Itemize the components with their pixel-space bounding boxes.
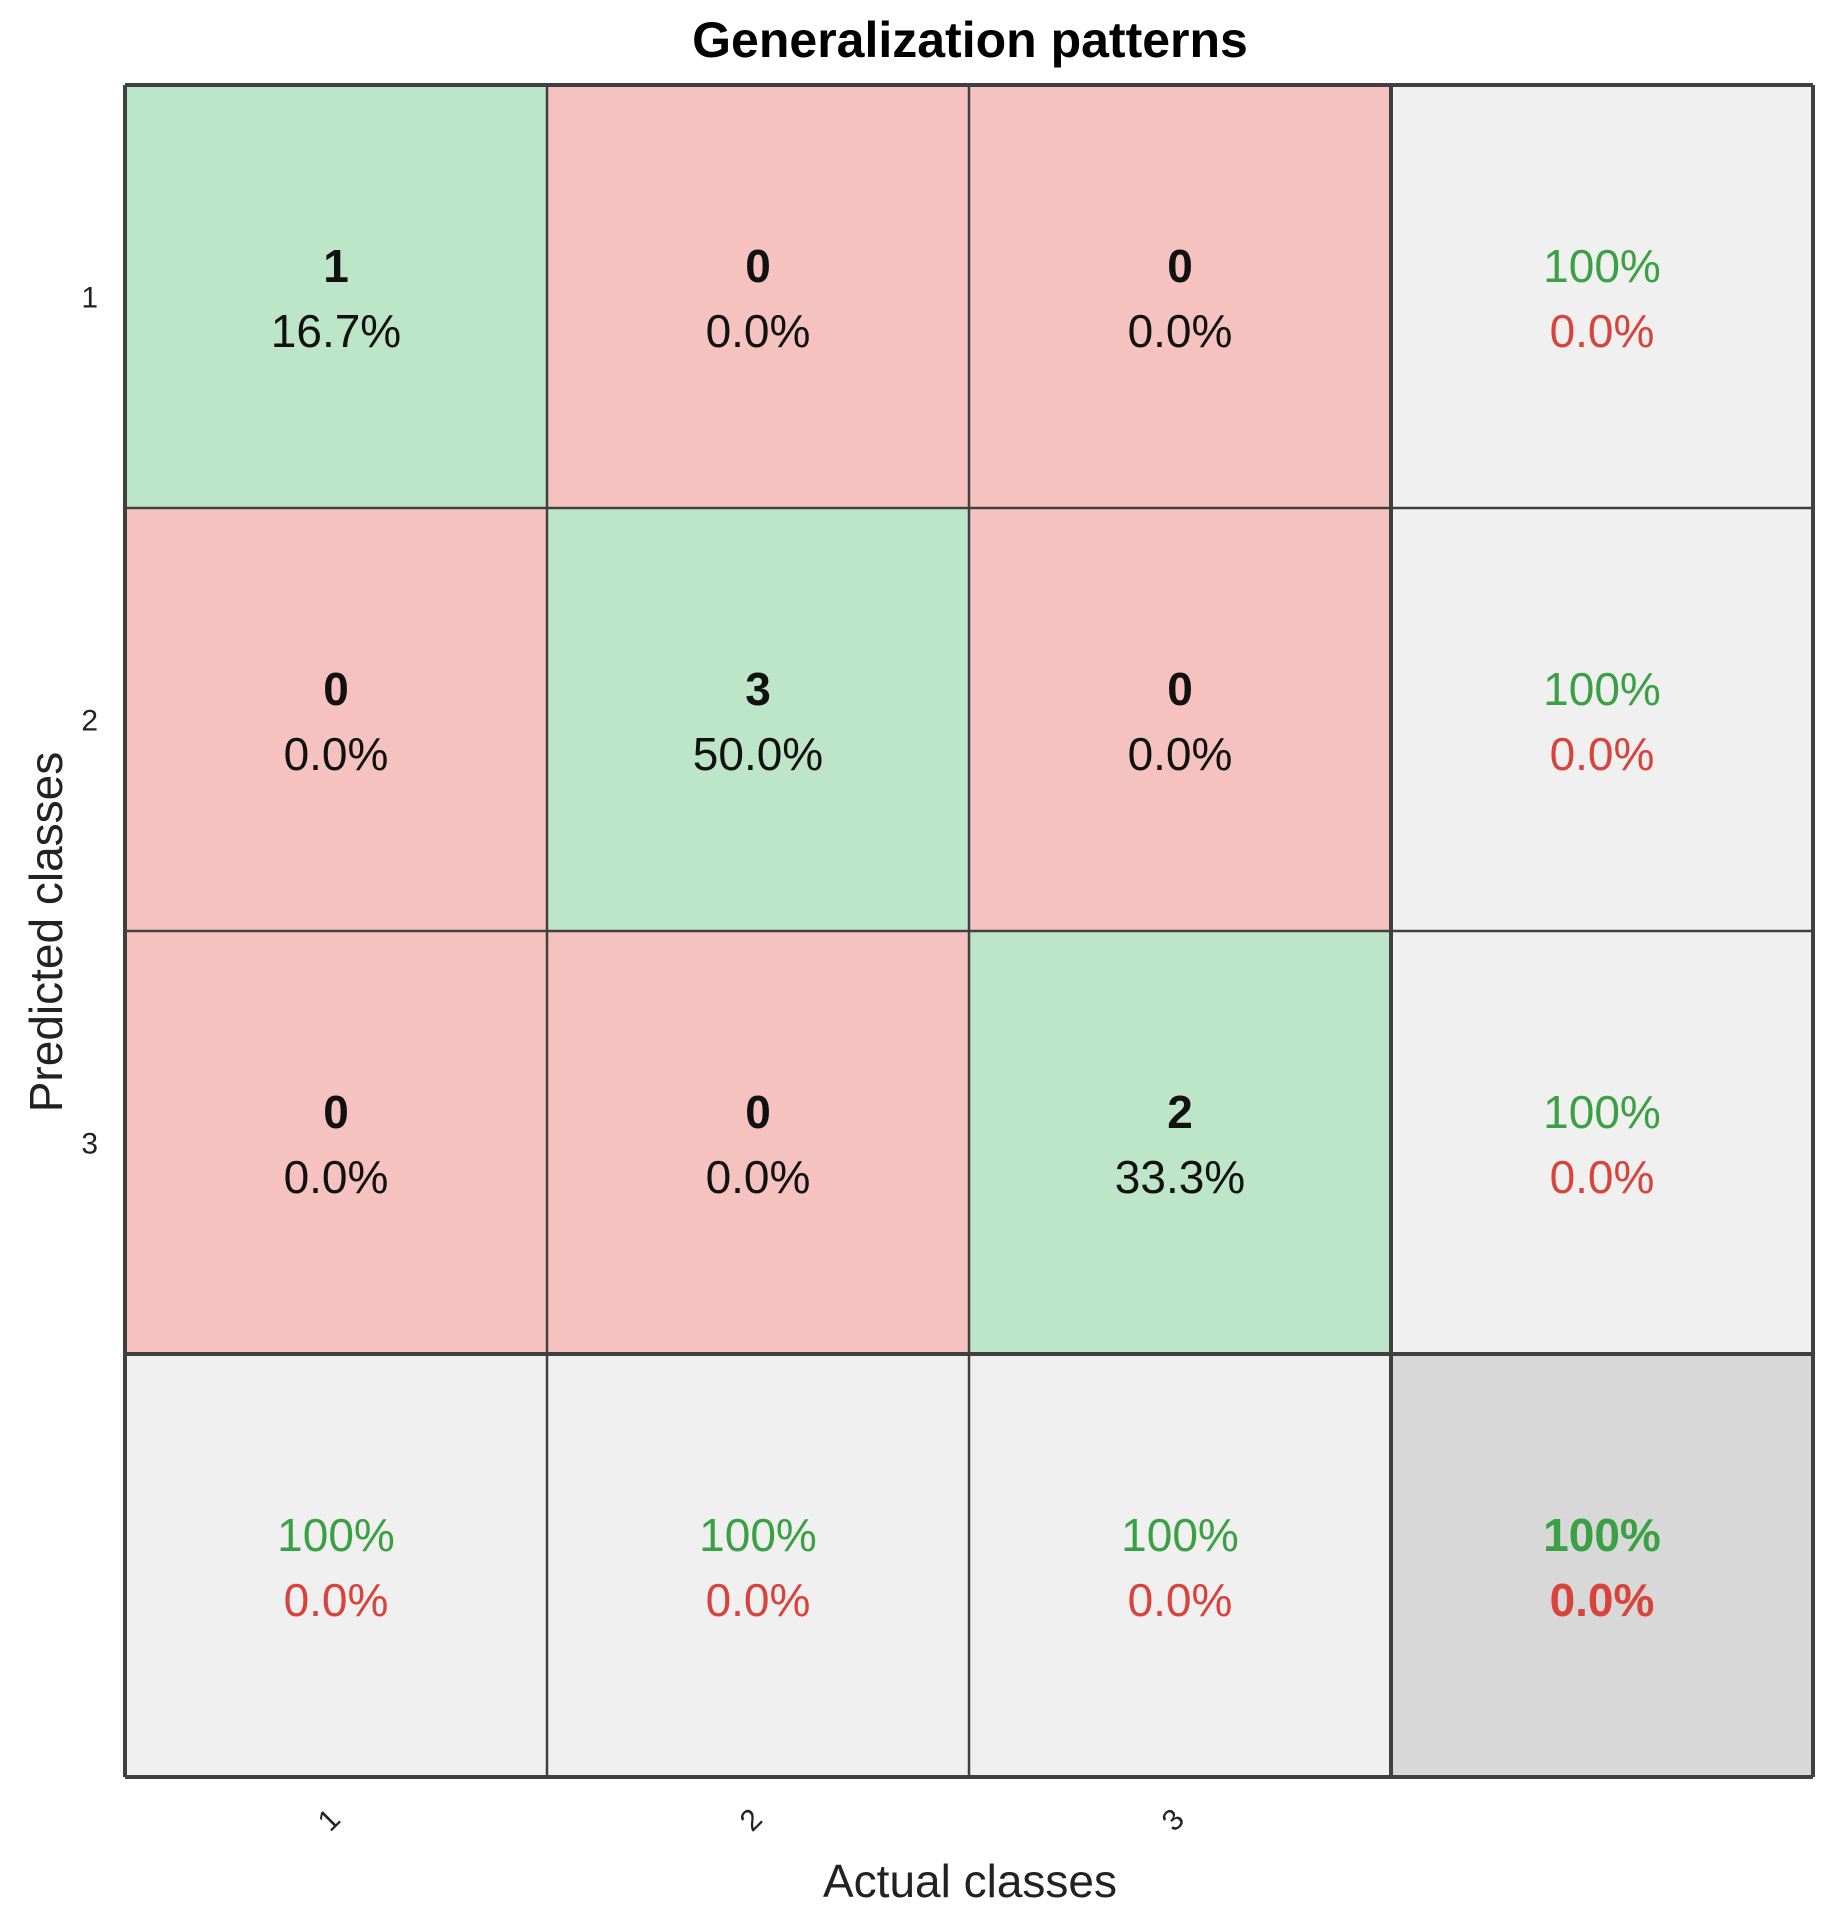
- cell-percent-3-2: 0.0%: [706, 1151, 811, 1203]
- row-summary-cell-2: [1391, 508, 1813, 931]
- row-summary-cell-1: [1391, 85, 1813, 508]
- column-summary-cell-2: [547, 1354, 969, 1777]
- column-summary-cell-1: [125, 1354, 547, 1777]
- cell-count-2-2: 3: [745, 663, 771, 715]
- matrix-cell-1-3: [969, 85, 1391, 508]
- overall-correct: 100%: [1543, 1509, 1661, 1561]
- cell-percent-1-3: 0.0%: [1128, 305, 1233, 357]
- y-tick-label-2: 2: [81, 705, 98, 738]
- row-summary-correct-1: 100%: [1543, 240, 1661, 292]
- row-summary-cell-3: [1391, 931, 1813, 1354]
- y-axis-label: Predicted classes: [20, 752, 72, 1113]
- x-tick-label-2: 2: [734, 1803, 769, 1838]
- matrix-cell-1-2: [547, 85, 969, 508]
- cell-count-3-3: 2: [1167, 1086, 1193, 1138]
- matrix-cells: [125, 85, 1813, 1777]
- matrix-cell-3-3: [969, 931, 1391, 1354]
- chart-title: Generalization patterns: [692, 12, 1248, 68]
- matrix-cell-2-1: [125, 508, 547, 931]
- cell-count-3-2: 0: [745, 1086, 771, 1138]
- matrix-cell-3-1: [125, 931, 547, 1354]
- column-summary-incorrect-3: 0.0%: [1128, 1574, 1233, 1626]
- column-summary-cell-3: [969, 1354, 1391, 1777]
- cell-percent-2-3: 0.0%: [1128, 728, 1233, 780]
- column-summary-incorrect-1: 0.0%: [284, 1574, 389, 1626]
- matrix-cell-2-2: [547, 508, 969, 931]
- row-summary-incorrect-1: 0.0%: [1550, 305, 1655, 357]
- cell-percent-1-2: 0.0%: [706, 305, 811, 357]
- cell-count-3-1: 0: [323, 1086, 349, 1138]
- matrix-cell-1-1: [125, 85, 547, 508]
- cell-percent-2-1: 0.0%: [284, 728, 389, 780]
- y-tick-label-1: 1: [81, 282, 98, 315]
- cell-count-1-1: 1: [323, 240, 349, 292]
- matrix-cell-3-2: [547, 931, 969, 1354]
- x-axis-label: Actual classes: [823, 1855, 1117, 1907]
- cell-count-1-3: 0: [1167, 240, 1193, 292]
- overall-incorrect: 0.0%: [1550, 1574, 1655, 1626]
- y-tick-label-3: 3: [81, 1128, 98, 1161]
- row-summary-incorrect-3: 0.0%: [1550, 1151, 1655, 1203]
- overall-cell: [1391, 1354, 1813, 1777]
- x-tick-label-1: 1: [312, 1803, 347, 1838]
- matrix-grid: [123, 83, 1815, 1779]
- cell-count-2-1: 0: [323, 663, 349, 715]
- column-summary-correct-1: 100%: [277, 1509, 395, 1561]
- matrix-labels: 1 16.7% 0 0.0% 0 0.0% 0 0.0% 3 50.0% 0 0.0% 0 0.0% 0 0.…: [81, 240, 1661, 1838]
- matrix-cell-2-3: [969, 508, 1391, 931]
- column-summary-correct-3: 100%: [1121, 1509, 1239, 1561]
- cell-percent-2-2: 50.0%: [693, 728, 823, 780]
- row-summary-correct-2: 100%: [1543, 663, 1661, 715]
- cell-count-1-2: 0: [745, 240, 771, 292]
- cell-count-2-3: 0: [1167, 663, 1193, 715]
- cell-percent-1-1: 16.7%: [271, 305, 401, 357]
- x-tick-label-3: 3: [1156, 1803, 1191, 1838]
- row-summary-correct-3: 100%: [1543, 1086, 1661, 1138]
- column-summary-incorrect-2: 0.0%: [706, 1574, 811, 1626]
- row-summary-incorrect-2: 0.0%: [1550, 728, 1655, 780]
- cell-percent-3-3: 33.3%: [1115, 1151, 1245, 1203]
- cell-percent-3-1: 0.0%: [284, 1151, 389, 1203]
- column-summary-correct-2: 100%: [699, 1509, 817, 1561]
